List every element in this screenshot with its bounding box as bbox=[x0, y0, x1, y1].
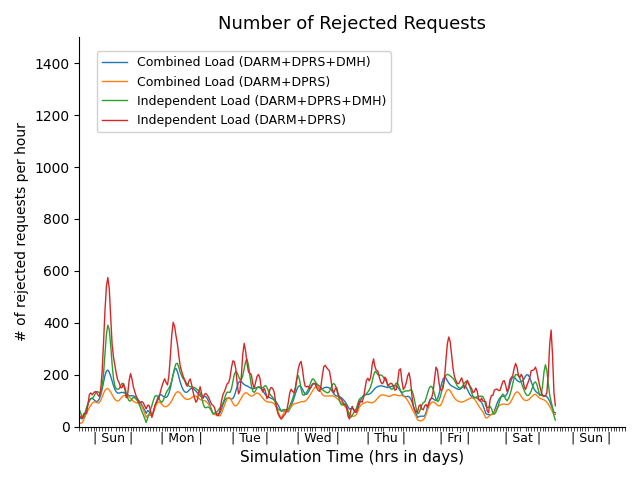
Combined Load (DARM+DPRS+DMH) bbox=[79, 416, 86, 422]
Combined Load (DARM+DPRS+DMH) bbox=[76, 414, 83, 420]
Independent Load (DARM+DPRS) bbox=[104, 275, 111, 280]
Independent Load (DARM+DPRS) bbox=[219, 392, 227, 397]
Combined Load (DARM+DPRS+DMH) bbox=[83, 405, 90, 411]
Independent Load (DARM+DPRS+DMH) bbox=[346, 414, 353, 420]
Line: Independent Load (DARM+DPRS+DMH): Independent Load (DARM+DPRS+DMH) bbox=[79, 325, 556, 422]
Independent Load (DARM+DPRS) bbox=[346, 416, 353, 422]
Independent Load (DARM+DPRS) bbox=[81, 410, 89, 416]
Independent Load (DARM+DPRS+DMH) bbox=[221, 396, 228, 402]
Title: Number of Rejected Requests: Number of Rejected Requests bbox=[218, 15, 486, 33]
Independent Load (DARM+DPRS) bbox=[182, 382, 190, 387]
Legend: Combined Load (DARM+DPRS+DMH), Combined Load (DARM+DPRS), Independent Load (DARM: Combined Load (DARM+DPRS+DMH), Combined … bbox=[97, 51, 391, 132]
Independent Load (DARM+DPRS+DMH) bbox=[474, 394, 481, 399]
Combined Load (DARM+DPRS+DMH) bbox=[552, 410, 559, 416]
Independent Load (DARM+DPRS+DMH) bbox=[142, 420, 150, 425]
Independent Load (DARM+DPRS+DMH) bbox=[552, 417, 559, 423]
Independent Load (DARM+DPRS) bbox=[474, 388, 481, 394]
Combined Load (DARM+DPRS) bbox=[346, 411, 353, 417]
Combined Load (DARM+DPRS+DMH) bbox=[474, 396, 481, 401]
Combined Load (DARM+DPRS) bbox=[76, 420, 83, 426]
Combined Load (DARM+DPRS) bbox=[468, 395, 476, 401]
Combined Load (DARM+DPRS+DMH) bbox=[468, 394, 476, 399]
Independent Load (DARM+DPRS+DMH) bbox=[81, 411, 89, 417]
Combined Load (DARM+DPRS) bbox=[552, 412, 559, 418]
Independent Load (DARM+DPRS+DMH) bbox=[76, 407, 83, 412]
Combined Load (DARM+DPRS+DMH) bbox=[172, 366, 180, 372]
Line: Independent Load (DARM+DPRS): Independent Load (DARM+DPRS) bbox=[79, 277, 556, 419]
Combined Load (DARM+DPRS) bbox=[77, 420, 84, 426]
Combined Load (DARM+DPRS) bbox=[474, 401, 481, 407]
Combined Load (DARM+DPRS) bbox=[83, 410, 90, 416]
Independent Load (DARM+DPRS) bbox=[277, 416, 285, 422]
Independent Load (DARM+DPRS) bbox=[468, 385, 476, 391]
Combined Load (DARM+DPRS+DMH) bbox=[221, 398, 228, 404]
Independent Load (DARM+DPRS+DMH) bbox=[468, 389, 476, 395]
Independent Load (DARM+DPRS+DMH) bbox=[104, 322, 111, 328]
X-axis label: Simulation Time (hrs in days): Simulation Time (hrs in days) bbox=[240, 450, 464, 465]
Independent Load (DARM+DPRS) bbox=[76, 413, 83, 419]
Combined Load (DARM+DPRS+DMH) bbox=[184, 389, 191, 395]
Independent Load (DARM+DPRS+DMH) bbox=[184, 382, 191, 387]
Combined Load (DARM+DPRS) bbox=[182, 396, 190, 402]
Line: Combined Load (DARM+DPRS): Combined Load (DARM+DPRS) bbox=[79, 386, 556, 423]
Combined Load (DARM+DPRS) bbox=[219, 407, 227, 412]
Line: Combined Load (DARM+DPRS+DMH): Combined Load (DARM+DPRS+DMH) bbox=[79, 369, 556, 419]
Combined Load (DARM+DPRS) bbox=[313, 384, 321, 389]
Combined Load (DARM+DPRS+DMH) bbox=[346, 406, 353, 412]
Y-axis label: # of rejected requests per hour: # of rejected requests per hour bbox=[15, 122, 29, 341]
Independent Load (DARM+DPRS) bbox=[552, 403, 559, 408]
